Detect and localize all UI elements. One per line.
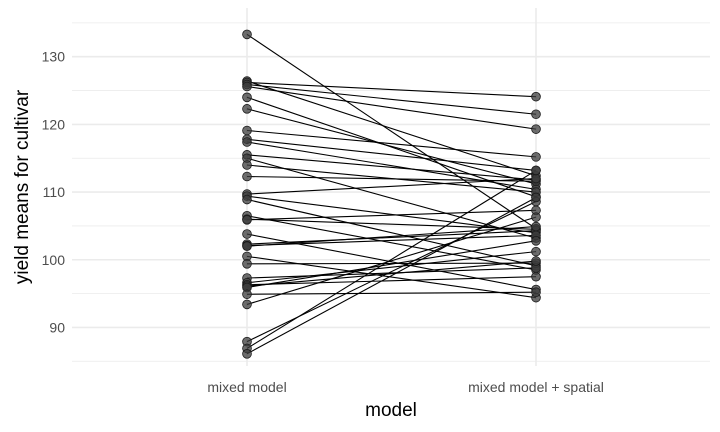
data-point bbox=[531, 192, 541, 203]
data-point bbox=[531, 256, 541, 266]
series-line bbox=[246, 267, 537, 279]
x-tick-label: mixed model + spatial bbox=[468, 379, 604, 395]
y-tick-label: 90 bbox=[49, 319, 65, 335]
data-point bbox=[242, 194, 252, 205]
data-point bbox=[242, 349, 252, 359]
major-gridlines bbox=[72, 8, 710, 366]
data-point bbox=[242, 125, 252, 136]
series-line bbox=[246, 260, 537, 287]
data-point bbox=[242, 229, 252, 239]
series-line bbox=[246, 240, 537, 289]
series-line bbox=[246, 129, 537, 158]
data-point bbox=[242, 160, 252, 170]
x-axis-title: model bbox=[365, 400, 417, 421]
series-line bbox=[246, 209, 537, 221]
series-line bbox=[246, 195, 537, 234]
series-line bbox=[246, 218, 537, 230]
data-point bbox=[531, 109, 541, 120]
series-line bbox=[246, 81, 537, 98]
data-point bbox=[242, 215, 252, 225]
data-point bbox=[531, 165, 541, 176]
data-point bbox=[242, 92, 252, 103]
x-tick-label: mixed model bbox=[207, 379, 286, 395]
y-tick-label: 120 bbox=[42, 116, 66, 132]
data-point bbox=[242, 259, 252, 269]
series-line bbox=[246, 276, 537, 286]
data-point bbox=[531, 173, 541, 184]
series-line bbox=[246, 215, 537, 271]
series-line bbox=[246, 201, 537, 343]
series-line bbox=[246, 83, 537, 115]
series-line bbox=[246, 197, 537, 355]
y-tick-label: 100 bbox=[42, 252, 66, 268]
series-line bbox=[246, 154, 537, 181]
data-point bbox=[242, 81, 252, 92]
series-line bbox=[246, 226, 537, 247]
series-line bbox=[246, 251, 537, 284]
series-line bbox=[246, 262, 537, 265]
data-point bbox=[531, 152, 541, 162]
data-point bbox=[242, 29, 252, 40]
data-point bbox=[531, 212, 541, 222]
data-point bbox=[531, 236, 541, 246]
data-point bbox=[531, 124, 541, 134]
series-line bbox=[246, 108, 537, 185]
series-line bbox=[246, 80, 537, 177]
data-point bbox=[242, 241, 252, 252]
y-axis-title: yield means for cultivar bbox=[12, 89, 33, 284]
data-point bbox=[242, 289, 252, 300]
x-tick-labels: mixed model mixed model + spatial bbox=[207, 379, 604, 395]
series-line bbox=[246, 234, 537, 247]
series-line bbox=[246, 169, 537, 349]
y-tick-labels: 90 100 110 120 130 bbox=[42, 49, 66, 336]
series-line bbox=[246, 33, 537, 230]
data-point bbox=[531, 221, 541, 232]
y-tick-label: 130 bbox=[42, 49, 66, 65]
data-point bbox=[531, 271, 541, 282]
series-points bbox=[242, 29, 541, 359]
series-line bbox=[246, 291, 537, 295]
series-line bbox=[246, 175, 537, 182]
data-point bbox=[242, 299, 252, 310]
series-lines bbox=[246, 33, 537, 355]
data-point bbox=[531, 287, 541, 298]
series-line bbox=[246, 138, 537, 171]
series-line bbox=[246, 85, 537, 130]
y-tick-label: 110 bbox=[43, 184, 66, 200]
series-line bbox=[246, 230, 537, 245]
data-point bbox=[531, 246, 541, 257]
data-point bbox=[242, 171, 252, 182]
series-line bbox=[246, 216, 537, 305]
series-line bbox=[246, 198, 537, 267]
data-point bbox=[531, 91, 541, 102]
series-line bbox=[246, 177, 537, 195]
data-point bbox=[242, 137, 252, 147]
minor-gridlines bbox=[72, 22, 710, 362]
data-point bbox=[242, 104, 252, 114]
